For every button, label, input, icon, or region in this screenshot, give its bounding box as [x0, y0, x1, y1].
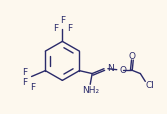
Text: F: F [22, 77, 27, 86]
Text: NH₂: NH₂ [82, 85, 99, 94]
Text: N: N [107, 64, 114, 73]
Text: F: F [60, 16, 65, 25]
Text: F: F [53, 24, 58, 33]
Text: Cl: Cl [146, 80, 155, 89]
Text: F: F [22, 67, 27, 76]
Text: O: O [128, 51, 135, 60]
Text: O: O [120, 66, 127, 75]
Text: F: F [67, 24, 72, 33]
Text: F: F [30, 82, 35, 91]
